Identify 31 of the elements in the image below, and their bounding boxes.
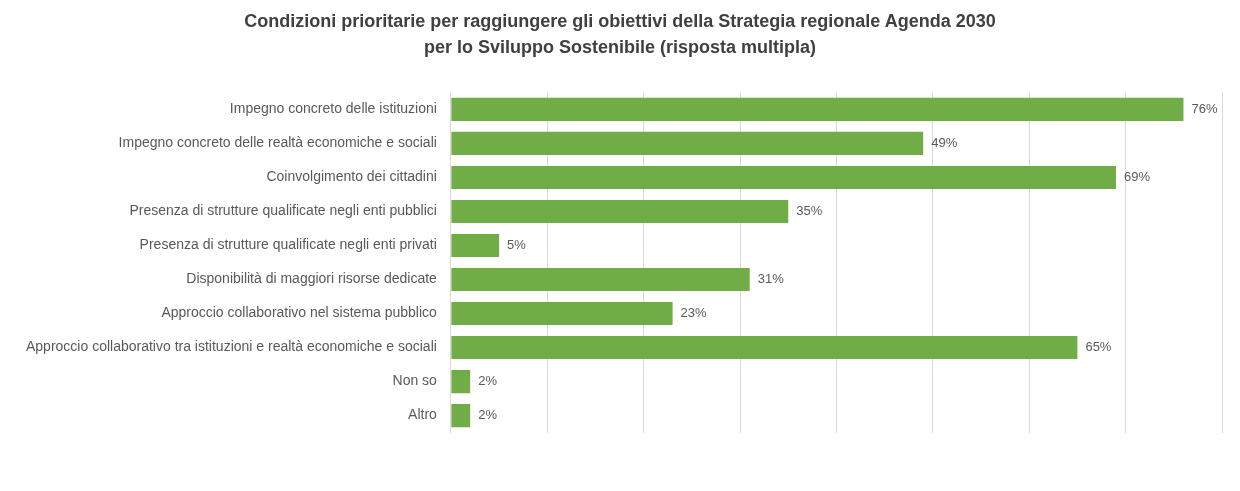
y-tick-label: Approccio collaborativo tra istituzioni e realtà economiche e sociali xyxy=(26,338,437,355)
y-tick-label: Non so xyxy=(392,372,438,389)
data-label: 5% xyxy=(507,237,527,253)
bar xyxy=(451,131,924,155)
y-tick-label: Impegno concreto delle istituzioni xyxy=(229,100,437,117)
y-tick-label: Approccio collaborativo nel sistema pubblico xyxy=(161,304,438,321)
bar xyxy=(451,165,1116,190)
bar xyxy=(451,404,471,428)
bar xyxy=(451,370,471,394)
bar xyxy=(451,267,750,292)
bar xyxy=(451,233,500,258)
data-label: 69% xyxy=(1123,169,1151,185)
data-label: 65% xyxy=(1085,339,1112,355)
y-tick-label: Disponibilità di maggiori risorse dedicate xyxy=(186,270,438,287)
y-tick-label: Impegno concreto delle realtà economiche e sociali xyxy=(118,134,437,151)
y-tick-label: Presenza di strutture qualificate negli enti pubblici xyxy=(129,202,437,219)
data-label: 2% xyxy=(478,407,498,423)
y-tick-label: Coinvolgimento dei cittadini xyxy=(266,168,437,185)
data-label: 2% xyxy=(478,373,498,389)
data-label: 76% xyxy=(1191,100,1218,116)
data-label: 49% xyxy=(931,135,958,151)
y-tick-label: Altro xyxy=(408,406,438,423)
bar xyxy=(451,335,1078,360)
bar xyxy=(451,97,1184,121)
data-label: 23% xyxy=(680,305,708,321)
data-label: 35% xyxy=(796,203,823,219)
bar xyxy=(451,199,789,224)
y-tick-label: Presenza di strutture qualificate negli enti privati xyxy=(139,236,437,253)
bar xyxy=(451,301,673,326)
data-label: 31% xyxy=(757,271,785,287)
chart-title: Condizioni prioritarie per raggiungere gli obiettivi della Strategia regionale Agenda 2030 per lo Sviluppo Sostenibile (risposta multipla) xyxy=(243,10,997,59)
